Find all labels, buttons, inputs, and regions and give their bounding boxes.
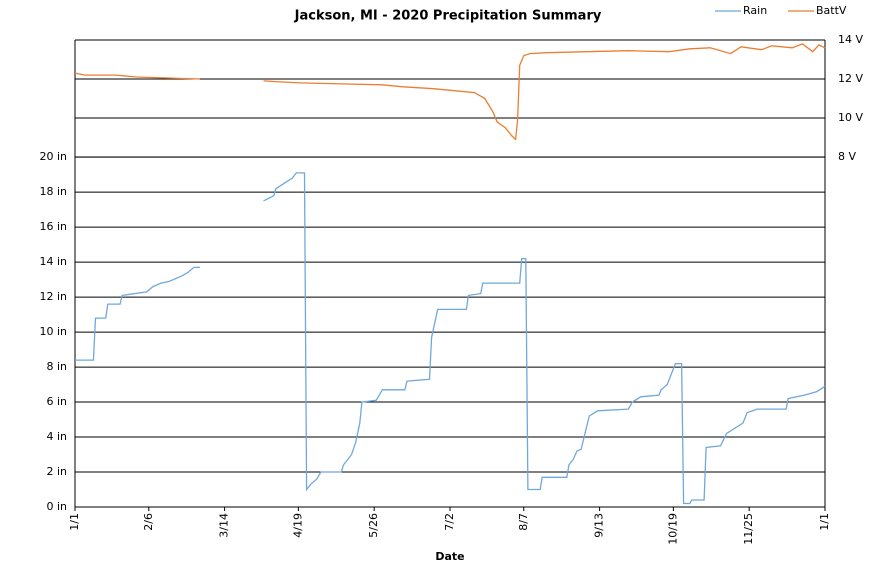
y2-tick-label: 8 V	[838, 150, 856, 163]
y2-tick-label: 14 V	[838, 33, 863, 46]
legend-label: Rain	[743, 4, 767, 17]
y-tick-label: 2 in	[46, 465, 67, 478]
x-tick-label: 9/13	[593, 513, 606, 538]
y-tick-label: 20 in	[39, 150, 67, 163]
series-line	[75, 172, 826, 505]
y-tick-label: 18 in	[39, 185, 67, 198]
x-tick-label: 11/25	[742, 513, 755, 545]
y-tick-label: 16 in	[39, 220, 67, 233]
x-tick-label: 7/2	[443, 513, 456, 531]
x-tick-label: 8/7	[517, 513, 530, 531]
x-tick-label: 4/19	[291, 513, 304, 538]
y2-tick-label: 12 V	[838, 72, 863, 85]
y2-tick-label: 10 V	[838, 111, 863, 124]
x-tick-label: 1/1	[818, 513, 831, 531]
x-axis-label: Date	[435, 550, 464, 563]
y-tick-label: 14 in	[39, 255, 67, 268]
x-tick-label: 1/1	[68, 513, 81, 531]
y-tick-label: 12 in	[39, 290, 67, 303]
chart-title: Jackson, MI - 2020 Precipitation Summary	[294, 9, 602, 24]
x-tick-label: 5/26	[367, 513, 380, 538]
series-line	[74, 43, 826, 141]
x-tick-label: 2/6	[142, 513, 155, 531]
x-tick-label: 3/14	[218, 513, 231, 538]
x-tick-label: 10/19	[666, 513, 679, 545]
y-tick-label: 6 in	[46, 395, 67, 408]
y-tick-label: 10 in	[39, 325, 67, 338]
y-tick-label: 4 in	[46, 430, 67, 443]
y-tick-label: 0 in	[46, 500, 67, 513]
y-tick-label: 8 in	[46, 360, 67, 373]
legend-label: BattV	[816, 4, 847, 17]
